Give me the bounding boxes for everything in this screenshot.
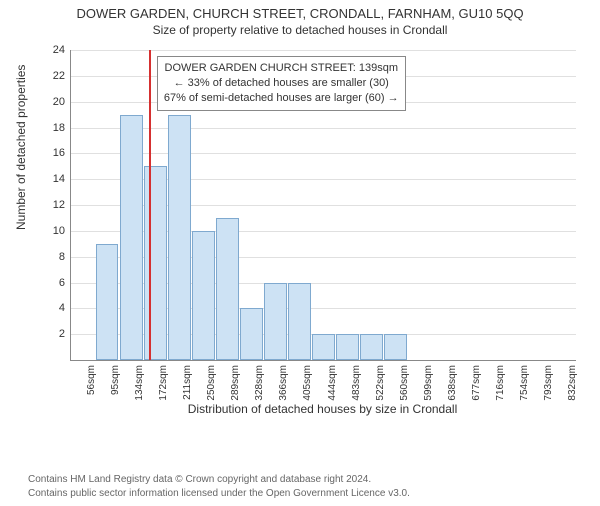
subject-marker-line — [149, 50, 151, 360]
histogram-bar — [384, 334, 407, 360]
y-tick-label: 8 — [59, 251, 65, 263]
x-tick-label: 95sqm — [110, 365, 121, 395]
y-tick-label: 10 — [53, 225, 65, 237]
histogram-bar — [264, 283, 287, 361]
y-tick-label: 12 — [53, 199, 65, 211]
y-tick-label: 24 — [53, 44, 65, 56]
histogram-bar — [144, 166, 167, 360]
annotation-box: DOWER GARDEN CHURCH STREET: 139sqm← 33% … — [157, 56, 406, 111]
histogram-bar — [336, 334, 359, 360]
x-tick-label: 483sqm — [351, 365, 362, 401]
histogram-bar — [216, 218, 239, 360]
x-tick-label: 638sqm — [447, 365, 458, 401]
footer-line1: Contains HM Land Registry data © Crown c… — [28, 473, 410, 487]
x-tick-label: 405sqm — [302, 365, 313, 401]
gridline — [71, 153, 576, 154]
histogram-bar — [168, 115, 191, 360]
y-axis-label: Number of detached properties — [14, 65, 28, 230]
histogram-bar — [96, 244, 119, 360]
y-tick-label: 22 — [53, 70, 65, 82]
gridline — [71, 128, 576, 129]
x-tick-label: 754sqm — [519, 365, 530, 401]
x-tick-label: 211sqm — [182, 365, 193, 400]
x-tick-label: 599sqm — [423, 365, 434, 401]
x-tick-label: 56sqm — [86, 365, 97, 395]
annotation-line3: 67% of semi-detached houses are larger (… — [164, 91, 399, 106]
x-tick-label: 366sqm — [278, 365, 289, 401]
y-tick-label: 4 — [59, 302, 65, 314]
y-tick-label: 14 — [53, 173, 65, 185]
x-tick-label: 793sqm — [543, 365, 554, 401]
y-tick-label: 6 — [59, 277, 65, 289]
x-tick-label: 522sqm — [375, 365, 386, 401]
histogram-bar — [360, 334, 383, 360]
x-tick-label: 134sqm — [134, 365, 145, 401]
annotation-line1: DOWER GARDEN CHURCH STREET: 139sqm — [164, 61, 399, 76]
gridline — [71, 50, 576, 51]
plot-area: 2468101214161820222456sqm95sqm134sqm172s… — [70, 50, 576, 361]
x-tick-label: 560sqm — [399, 365, 410, 401]
page-subtitle: Size of property relative to detached ho… — [0, 23, 600, 37]
histogram-bar — [120, 115, 143, 360]
x-tick-label: 172sqm — [158, 365, 169, 401]
y-tick-label: 18 — [53, 122, 65, 134]
x-tick-label: 677sqm — [471, 365, 482, 401]
histogram-bar — [312, 334, 335, 360]
chart-area: Number of detached properties 2468101214… — [28, 50, 588, 410]
footer-line2: Contains public sector information licen… — [28, 487, 410, 501]
page-title: DOWER GARDEN, CHURCH STREET, CRONDALL, F… — [0, 6, 600, 21]
x-tick-label: 328sqm — [254, 365, 265, 401]
x-tick-label: 289sqm — [230, 365, 241, 401]
annotation-line2: ← 33% of detached houses are smaller (30… — [164, 76, 399, 91]
x-tick-label: 832sqm — [567, 365, 578, 401]
y-tick-label: 2 — [59, 328, 65, 340]
x-tick-label: 250sqm — [206, 365, 217, 401]
x-axis-label: Distribution of detached houses by size … — [70, 402, 575, 416]
x-tick-label: 444sqm — [327, 365, 338, 401]
y-tick-label: 16 — [53, 147, 65, 159]
histogram-bar — [240, 308, 263, 360]
y-tick-label: 20 — [53, 96, 65, 108]
x-tick-label: 716sqm — [495, 365, 506, 401]
histogram-bar — [192, 231, 215, 360]
footer-attribution: Contains HM Land Registry data © Crown c… — [28, 473, 410, 500]
histogram-bar — [288, 283, 311, 361]
